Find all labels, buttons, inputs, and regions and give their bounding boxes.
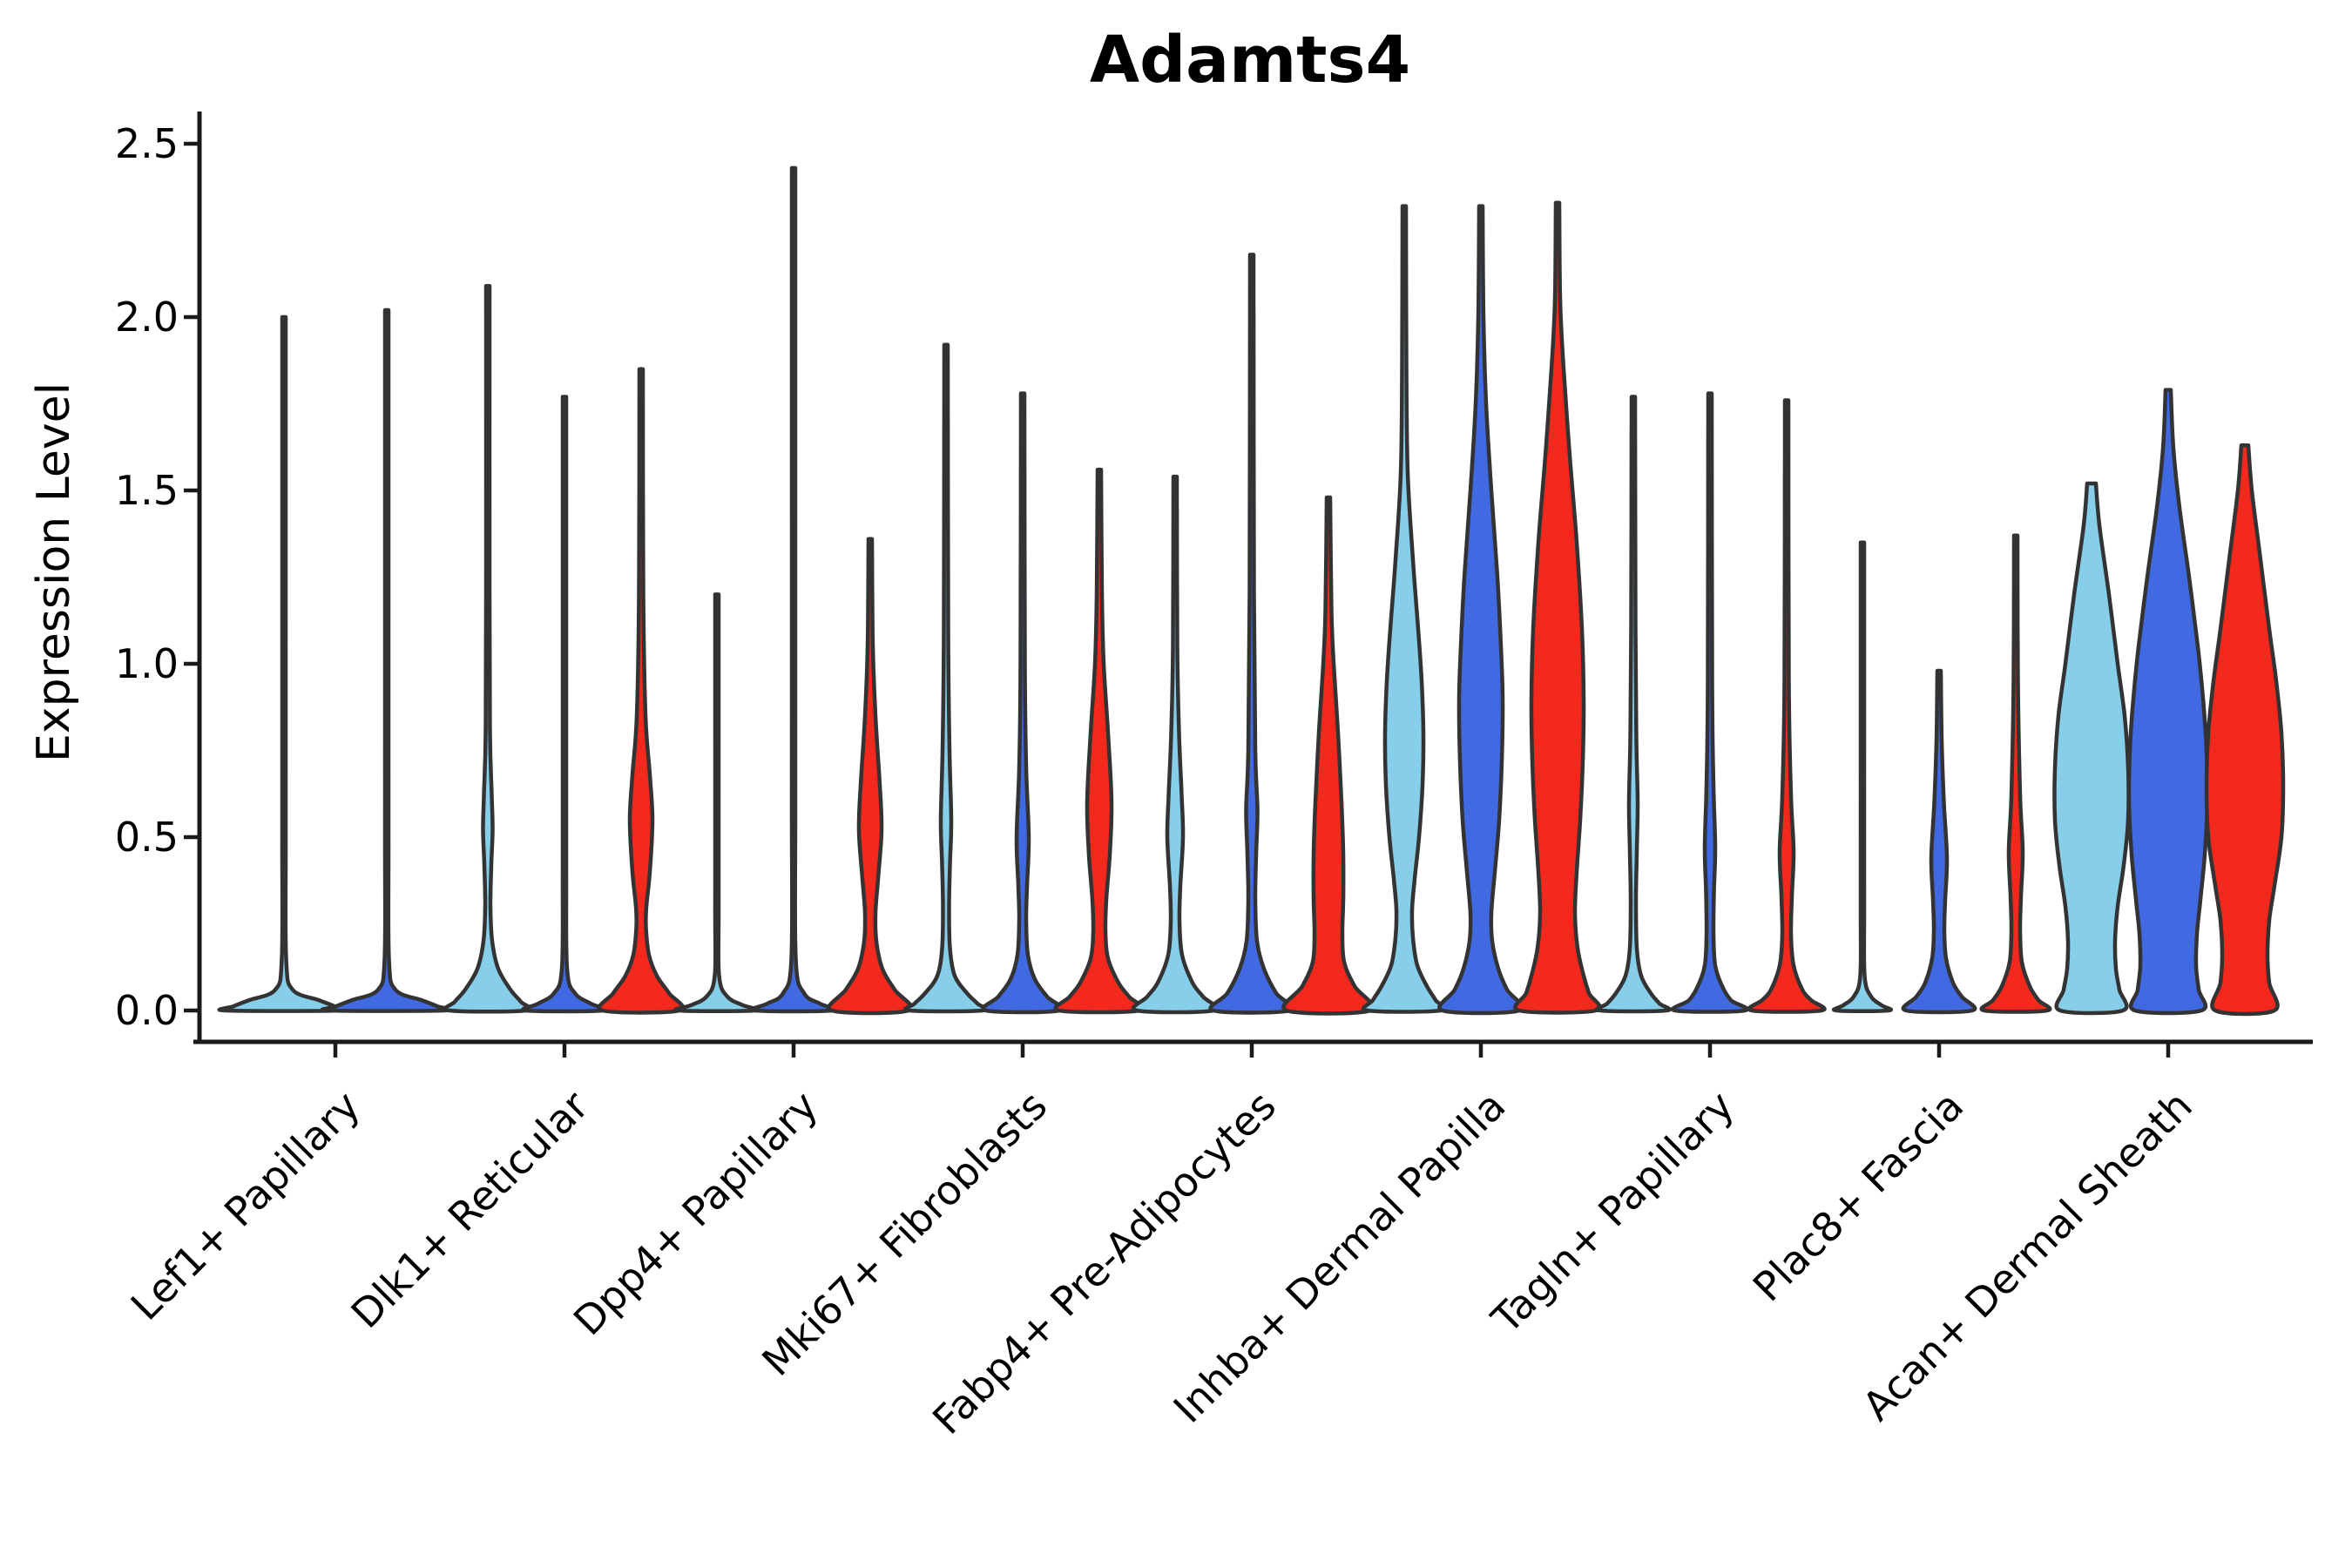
violin-red (1281, 495, 1375, 1016)
violin-blue (750, 166, 837, 1014)
violin-blue (1437, 204, 1524, 1016)
y-tick-label: 2.0 (114, 294, 179, 341)
violin-skyblue (1594, 395, 1673, 1014)
y-tick-label: 0.0 (114, 987, 179, 1034)
violin-skyblue (902, 342, 990, 1014)
violin-blue (521, 395, 608, 1014)
violin-red (827, 537, 914, 1016)
violin-skyblue (443, 283, 533, 1014)
violin-skyblue (1131, 474, 1220, 1015)
violin-red (1513, 200, 1602, 1015)
violin-blue (1901, 668, 1977, 1015)
violin-blue (2126, 388, 2210, 1016)
violin-skyblue (2052, 481, 2131, 1016)
violin-blue (320, 308, 454, 1013)
violin-red (1053, 467, 1146, 1015)
violin-blue (981, 391, 1064, 1015)
violin-red (2204, 443, 2286, 1017)
chart-title: Adamts4 (1089, 23, 1411, 98)
violin-skyblue (1831, 540, 1894, 1013)
y-tick-label: 1.5 (114, 467, 179, 514)
y-tick-label: 0.5 (114, 814, 179, 861)
violin-skyblue (673, 592, 760, 1013)
violin-skyblue (1361, 204, 1448, 1014)
violin-blue (1208, 253, 1295, 1015)
y-tick-label: 2.5 (114, 120, 179, 167)
violin-red (597, 367, 686, 1015)
violin-red (1747, 398, 1827, 1014)
violin-skyblue (217, 314, 351, 1013)
y-tick-label: 1.0 (114, 640, 179, 687)
violin-red (1979, 533, 2052, 1014)
violin-blue (1671, 391, 1749, 1014)
